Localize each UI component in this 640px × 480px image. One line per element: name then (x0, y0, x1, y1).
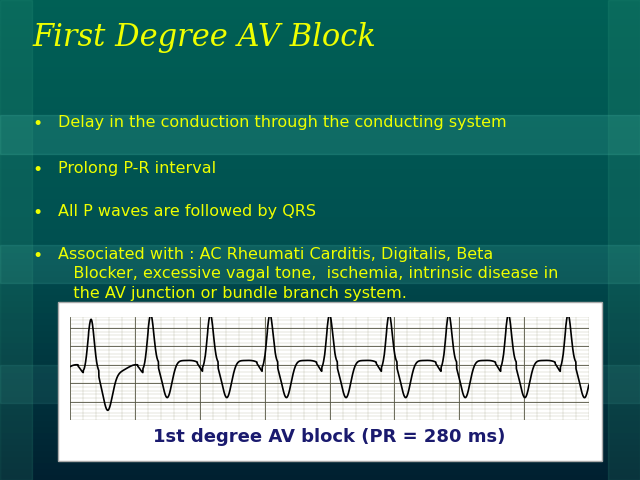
Bar (0, 156, 640, 162)
Bar (0, 234, 640, 240)
Bar (0, 330, 640, 336)
Text: 1st degree AV block (PR = 280 ms): 1st degree AV block (PR = 280 ms) (154, 428, 506, 446)
Bar (0, 54, 640, 60)
Bar (0, 42, 640, 48)
Bar (0, 276, 640, 282)
Bar (0, 342, 640, 348)
Bar (0, 432, 640, 438)
Bar (0, 168, 640, 174)
Bar (0, 240, 640, 246)
Bar (0, 186, 640, 192)
Text: All P waves are followed by QRS: All P waves are followed by QRS (58, 204, 316, 219)
Bar (0, 444, 640, 450)
Bar (0, 365, 640, 403)
Bar (0, 60, 640, 66)
Bar (0, 282, 640, 288)
Bar (0, 198, 640, 204)
Bar (0, 72, 640, 78)
Bar (0, 288, 640, 294)
Bar (0, 294, 640, 300)
Bar (0, 378, 640, 384)
Bar (0, 210, 640, 216)
Bar (0, 462, 640, 468)
Bar (0, 348, 640, 354)
Bar (0, 0, 640, 6)
Bar (0, 456, 640, 462)
Bar (0, 30, 640, 36)
Bar (0, 360, 640, 366)
Bar (0, 450, 640, 456)
Bar (0, 396, 640, 402)
Bar (0, 174, 640, 180)
Bar (0, 414, 640, 420)
Bar (608, 0, 640, 480)
Bar (0, 120, 640, 126)
Bar (0, 354, 640, 360)
Bar (0, 390, 640, 396)
Bar (0, 258, 640, 264)
Bar (0, 138, 640, 144)
Bar (0, 384, 640, 390)
Bar (0, 180, 640, 186)
Bar (0, 420, 640, 426)
Bar (0, 228, 640, 234)
Bar (0, 366, 640, 372)
Bar (0, 90, 640, 96)
Bar (0, 115, 640, 154)
Text: Delay in the conduction through the conducting system: Delay in the conduction through the cond… (58, 115, 506, 130)
Bar (0, 264, 640, 270)
Bar (0, 132, 640, 138)
Bar (0, 96, 640, 102)
Text: Associated with : AC Rheumati Carditis, Digitalis, Beta
   Blocker, excessive va: Associated with : AC Rheumati Carditis, … (58, 247, 558, 300)
FancyBboxPatch shape (58, 302, 602, 461)
Bar (0, 312, 640, 318)
Bar (0, 336, 640, 342)
Bar (0, 426, 640, 432)
Bar (0, 245, 640, 283)
Bar (0, 150, 640, 156)
Bar (0, 252, 640, 258)
Bar (0, 408, 640, 414)
Bar (0, 324, 640, 330)
Bar (0, 108, 640, 114)
Bar (0, 84, 640, 90)
Bar (0, 438, 640, 444)
Bar (0, 468, 640, 474)
Bar (0, 300, 640, 306)
Bar (0, 162, 640, 168)
Text: First Degree AV Block: First Degree AV Block (32, 22, 376, 53)
Text: Prolong P-R interval: Prolong P-R interval (58, 161, 216, 176)
Bar (0, 6, 640, 12)
Text: •: • (32, 115, 42, 133)
Bar (0, 204, 640, 210)
Bar (0, 36, 640, 42)
Bar (0, 48, 640, 54)
Bar (0, 0, 32, 480)
Bar (0, 114, 640, 120)
Bar (0, 372, 640, 378)
Bar (0, 66, 640, 72)
Text: •: • (32, 247, 42, 265)
Bar (0, 318, 640, 324)
Bar (0, 270, 640, 276)
Bar (0, 192, 640, 198)
Bar (0, 246, 640, 252)
Text: •: • (32, 161, 42, 179)
Bar (0, 24, 640, 30)
Bar (0, 144, 640, 150)
Text: •: • (32, 204, 42, 222)
Bar (0, 402, 640, 408)
Bar (0, 102, 640, 108)
Bar (0, 78, 640, 84)
Bar (0, 216, 640, 222)
Bar (0, 18, 640, 24)
Bar (0, 126, 640, 132)
Bar (0, 222, 640, 228)
Bar (0, 12, 640, 18)
Bar (0, 474, 640, 480)
Bar (0, 306, 640, 312)
